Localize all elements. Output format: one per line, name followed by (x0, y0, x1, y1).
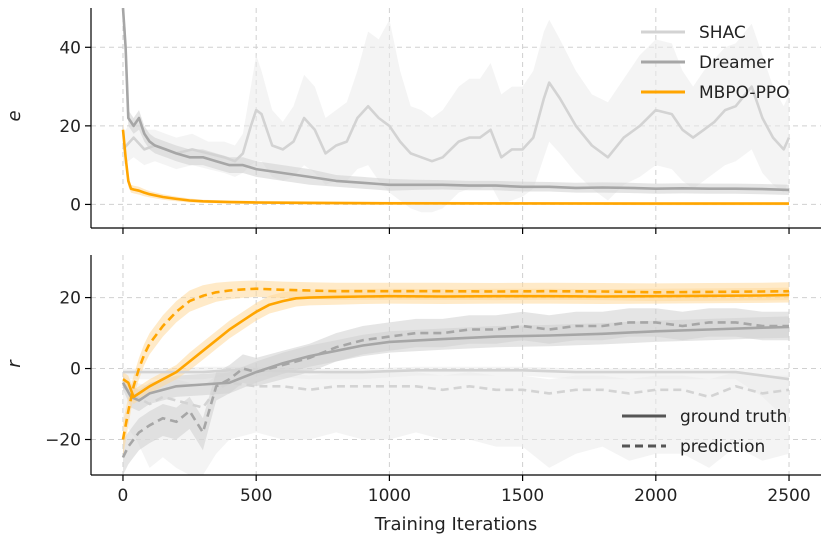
bottom-band-mbpo-ppo-prediction (123, 280, 789, 458)
top-ylabel: e (4, 110, 25, 121)
bottom-line-mbpo-ppo-prediction (121, 287, 790, 440)
top-line-shac (122, 81, 791, 163)
xtick-label-2000: 2000 (634, 486, 677, 506)
bottom-line-mbpo-ppo-ground-truth (122, 293, 790, 399)
top-line-dreamer (121, 8, 790, 192)
legend-label-ground-truth: ground truth (680, 407, 787, 427)
legend-label-shac: SHAC (699, 23, 746, 43)
top-ytick-label-40: 40 (59, 38, 81, 58)
xtick-label-0: 0 (118, 486, 129, 506)
legend-top: SHAC Dreamer MBPO-PPO (641, 23, 789, 103)
top-ytick-label-0: 0 (70, 195, 81, 215)
bottom-band-shac-prediction (123, 372, 789, 475)
bottom-ytick-label-20: 20 (59, 289, 81, 309)
legend-bottom: ground truth prediction (622, 407, 787, 457)
legend-label-mbpo-ppo: MBPO-PPO (699, 83, 789, 103)
top-line-mbpo-ppo (121, 129, 789, 205)
xtick-label-1000: 1000 (368, 486, 411, 506)
xtick-label-1500: 1500 (501, 486, 544, 506)
bottom-ytick-label-0: 0 (70, 360, 81, 380)
bottom-band-dreamer-prediction (123, 308, 789, 475)
bottom-ylabel: r (4, 359, 25, 368)
bottom-ytick-label--20: −20 (45, 431, 81, 451)
xtick-label-2500: 2500 (767, 486, 810, 506)
xlabel: Training Iterations (374, 514, 537, 535)
legend-label-dreamer: Dreamer (699, 53, 774, 73)
bottom-band-dreamer-ground-truth (123, 316, 789, 412)
bottom-plot-area (121, 280, 790, 475)
bottom-line-dreamer-ground-truth (121, 325, 790, 402)
bottom-line-shac-prediction (122, 381, 790, 409)
top-plot-area (121, 8, 791, 213)
top-panel: 0 20 40 (59, 8, 821, 234)
bottom-line-dreamer-prediction (121, 321, 789, 458)
xtick-label-500: 500 (240, 486, 272, 506)
legend-label-prediction: prediction (680, 437, 765, 457)
top-band-shac (123, 19, 789, 213)
top-ytick-label-20: 20 (59, 117, 81, 137)
bottom-panel: −20 0 20 0 500 1000 1500 2000 2500 (45, 255, 821, 506)
bottom-line-shac-ground-truth (123, 368, 790, 381)
